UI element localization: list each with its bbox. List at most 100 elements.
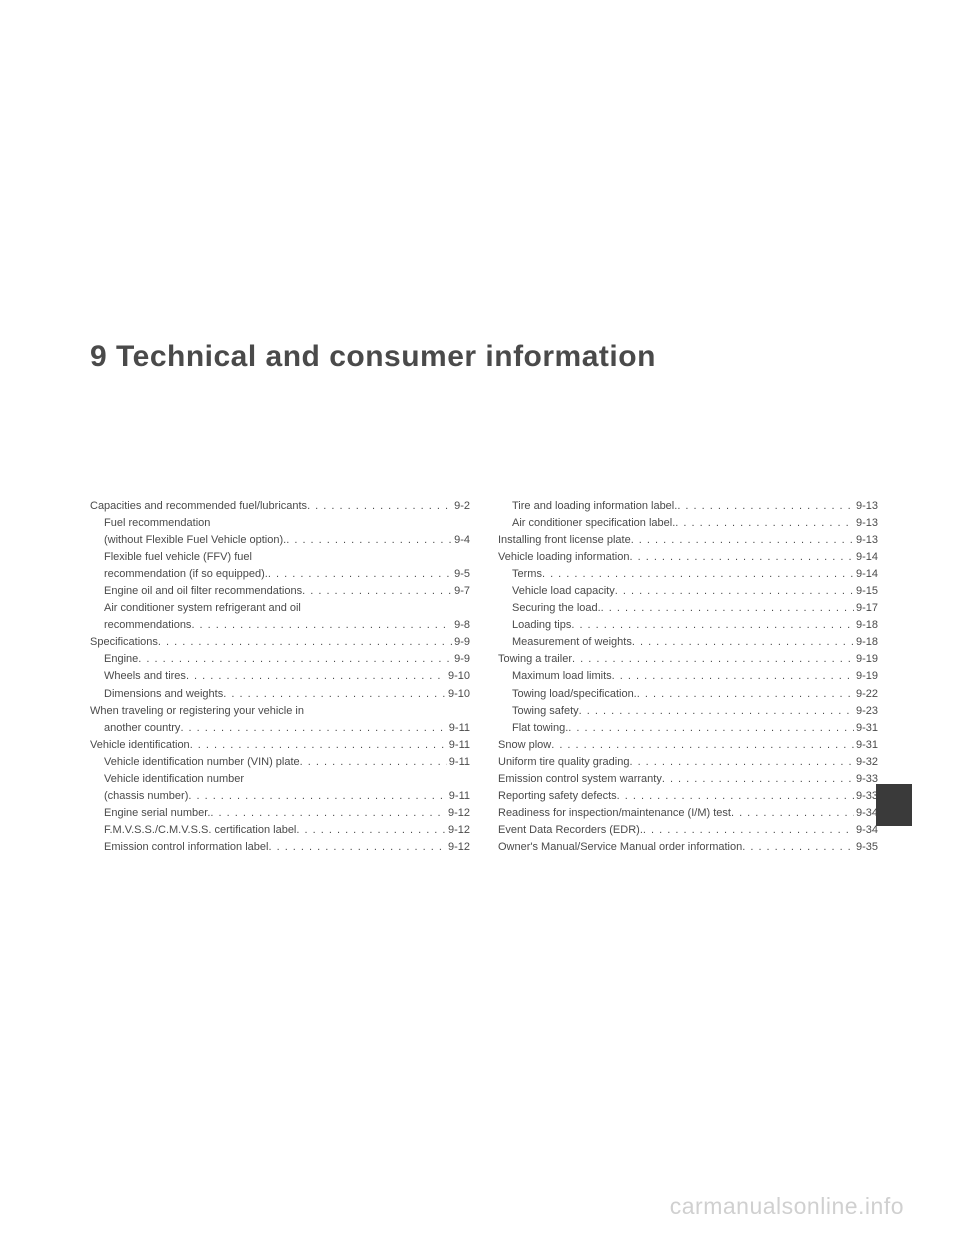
toc-entry-label: recommendation (if so equipped). [90,566,268,583]
chapter-title-text: Technical and consumer information [116,340,656,373]
toc-entry-page: 9-12 [446,839,470,856]
toc-entry-page: 9-19 [854,651,878,668]
toc-entry-page: 9-33 [854,788,878,805]
toc-dot-leader [180,720,446,737]
toc-entry-label: Dimensions and weights [90,686,223,703]
toc-entry-label: Flexible fuel vehicle (FFV) fuel [90,549,252,566]
toc-entry: Flat towing. 9-31 [498,720,878,737]
toc-entry-label: Wheels and tires [90,668,186,685]
toc-dot-leader [551,737,854,754]
toc-entry: Towing load/specification.9-22 [498,686,878,703]
toc-entry: Capacities and recommended fuel/lubrican… [90,498,470,515]
toc-entry: Towing a trailer9-19 [498,651,878,668]
toc-dot-leader [568,720,854,737]
toc-dot-leader [675,515,854,532]
toc-entry: Vehicle load capacity9-15 [498,583,878,600]
toc-entry-label: Tire and loading information label. [498,498,677,515]
toc-entry: F.M.V.S.S./C.M.V.S.S. certification labe… [90,822,470,839]
toc-entry-label: (without Flexible Fuel Vehicle option). [90,532,286,549]
toc-entry-page: 9-14 [854,549,878,566]
toc-entry-label: Vehicle load capacity [498,583,615,600]
toc-dot-leader [307,498,452,515]
toc-entry: Readiness for inspection/maintenance (I/… [498,805,878,822]
toc-dot-leader [629,754,854,771]
toc-entry-page: 9-4 [452,532,470,549]
toc-entry-page: 9-17 [854,600,878,617]
toc-entry: Measurement of weights9-18 [498,634,878,651]
toc-entry-page: 9-9 [452,634,470,651]
toc-dot-leader [542,566,854,583]
toc-entry-label: Owner's Manual/Service Manual order info… [498,839,742,856]
toc-entry: Owner's Manual/Service Manual order info… [498,839,878,856]
toc-dot-leader [191,617,452,634]
table-of-contents: Capacities and recommended fuel/lubrican… [90,498,880,856]
toc-dot-leader [677,498,854,515]
toc-entry: Installing front license plate 9-13 [498,532,878,549]
toc-dot-leader [302,583,452,600]
toc-entry-label: recommendations [90,617,191,634]
toc-entry-label: Vehicle identification number (VIN) plat… [90,754,300,771]
toc-entry-label: Event Data Recorders (EDR). [498,822,643,839]
toc-dot-leader [138,651,452,668]
toc-entry: Emission control system warranty 9-33 [498,771,878,788]
toc-entry-page: 9-10 [446,686,470,703]
toc-entry-page: 9-2 [452,498,470,515]
toc-entry: Loading tips9-18 [498,617,878,634]
toc-entry-label: Emission control system warranty [498,771,662,788]
toc-entry: Uniform tire quality grading 9-32 [498,754,878,771]
toc-entry-label: Engine [90,651,138,668]
toc-entry: Snow plow9-31 [498,737,878,754]
toc-entry-label: Vehicle loading information [498,549,629,566]
toc-dot-leader [612,668,854,685]
toc-entry: Dimensions and weights 9-10 [90,686,470,703]
toc-entry-page: 9-11 [447,737,470,754]
toc-entry-label: F.M.V.S.S./C.M.V.S.S. certification labe… [90,822,296,839]
toc-entry-page: 9-35 [854,839,878,856]
toc-entry-page: 9-31 [854,737,878,754]
toc-entry: Towing safety9-23 [498,703,878,720]
toc-entry: Specifications 9-9 [90,634,470,651]
toc-entry-page: 9-13 [854,498,878,515]
toc-entry-label: Towing safety [498,703,579,720]
toc-entry-page: 9-32 [854,754,878,771]
toc-entry-page: 9-8 [452,617,470,634]
toc-entry-page: 9-33 [854,771,878,788]
toc-entry: Air conditioner specification label.9-13 [498,515,878,532]
toc-dot-leader [188,788,446,805]
toc-entry: Terms9-14 [498,566,878,583]
toc-entry-label: another country [90,720,180,737]
toc-dot-leader [158,634,452,651]
toc-entry-page: 9-31 [854,720,878,737]
toc-entry: Tire and loading information label. 9-13 [498,498,878,515]
toc-entry-label: Uniform tire quality grading [498,754,629,771]
toc-entry-label: Towing load/specification. [498,686,637,703]
toc-entry-page: 9-12 [446,805,470,822]
toc-entry-label: Specifications [90,634,158,651]
toc-entry-label: Installing front license plate [498,532,631,549]
toc-entry-label: Engine serial number. [90,805,210,822]
toc-entry: Engine serial number. 9-12 [90,805,470,822]
toc-entry-label: Emission control information label [90,839,268,856]
toc-dot-leader [572,651,854,668]
toc-entry-label: Terms [498,566,542,583]
toc-dot-leader [629,549,853,566]
toc-dot-leader [643,822,854,839]
toc-right-column: Tire and loading information label. 9-13A… [498,498,878,856]
toc-dot-leader [268,839,446,856]
toc-dot-leader [631,532,854,549]
toc-entry-label: Flat towing. [498,720,568,737]
toc-entry-page: 9-13 [854,532,878,549]
toc-entry: Engine oil and oil filter recommendation… [90,583,470,600]
toc-entry-page: 9-34 [854,805,878,822]
toc-dot-leader [617,788,854,805]
toc-entry: Vehicle identification number (VIN) plat… [90,754,470,771]
toc-entry: Engine 9-9 [90,651,470,668]
toc-entry-label: Reporting safety defects [498,788,617,805]
toc-entry-page: 9-11 [447,788,470,805]
toc-entry-page: 9-9 [452,651,470,668]
toc-entry-page: 9-19 [854,668,878,685]
toc-entry-page: 9-11 [447,754,470,771]
toc-dot-leader [190,737,447,754]
toc-entry-label: Readiness for inspection/maintenance (I/… [498,805,731,822]
chapter-number: 9 [90,340,107,373]
